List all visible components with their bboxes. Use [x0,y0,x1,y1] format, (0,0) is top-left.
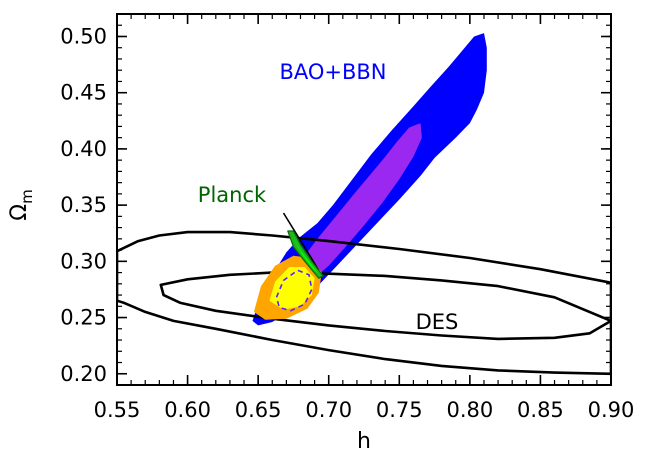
y-tick-label: 0.35 [60,193,107,217]
planck-label: Planck [198,183,267,207]
x-tick-label: 0.55 [94,398,141,422]
x-tick-label: 0.65 [235,398,282,422]
x-tick-label: 0.70 [305,398,352,422]
y-tick-label: 0.30 [60,249,107,273]
x-tick-label: 0.90 [588,398,635,422]
x-tick-label: 0.80 [446,398,493,422]
des-label: DES [416,310,459,334]
x-tick-label: 0.75 [376,398,423,422]
y-tick-label: 0.40 [60,137,107,161]
y-tick-label: 0.20 [60,362,107,386]
svg-text:Ωm: Ωm [7,189,36,220]
y-axis-title: Ωm [7,189,36,220]
bao-label: BAO+BBN [279,60,386,84]
x-tick-label: 0.60 [164,398,211,422]
y-axis-title-main: Ω [7,204,32,221]
bao-inner-contour [289,123,422,287]
plot-frame [116,13,612,386]
des-outer-contour [117,230,611,376]
planck-pointer-contour [282,212,320,271]
y-tick-label: 0.25 [60,306,107,330]
x-tick-label: 0.85 [517,398,564,422]
annotation-layer: BAO+BBN Planck DES [198,60,459,334]
contour-layer [117,33,611,376]
des-inner-contour [159,271,611,341]
planck-outer-contour [287,230,324,279]
y-tick-label: 0.50 [60,24,107,48]
combined-dashed-contour [275,269,313,312]
tick-layer: 0.55 0.60 0.65 0.70 0.75 0.80 0.85 0.90 0.20 0.25… [60,13,635,422]
y-tick-label: 0.45 [60,81,107,105]
combined-inner-contour [269,267,315,310]
y-axis-title-subscript: m [18,189,36,204]
x-axis-title: h [357,429,371,454]
